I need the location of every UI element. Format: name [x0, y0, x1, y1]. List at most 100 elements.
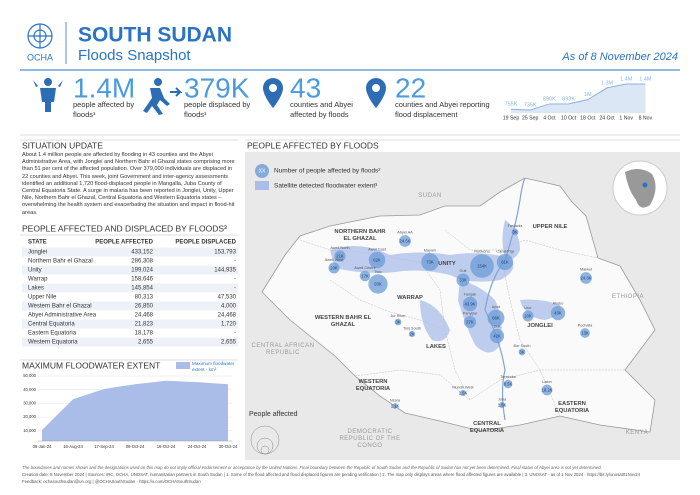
state-label: JONGLEI [527, 323, 553, 329]
trend-x-label: 19 Sep [503, 115, 520, 121]
county-bubble [392, 403, 398, 409]
county-bubble [518, 348, 526, 356]
trend-value-label: 890K [543, 96, 556, 102]
table-cell: 2,655 [221, 340, 237, 346]
county-name: Nzara [390, 399, 401, 403]
table-cell: 144,935 [214, 268, 236, 274]
x-tick-label: 30-Oct-24 [219, 444, 238, 449]
county-value: 24.3K [581, 276, 592, 281]
table-cell: 286,308 [131, 259, 153, 265]
legend-sample: XX [259, 168, 266, 174]
legend-swatch [176, 362, 190, 369]
size-legend [250, 425, 280, 455]
floodwater-area [42, 380, 228, 441]
table-header: STATE [28, 240, 47, 246]
county-bubble [499, 402, 505, 408]
table-row-bg [22, 301, 238, 311]
key-figure-value: 22 [395, 72, 426, 103]
table-cell: Lakes [28, 286, 44, 292]
legend-bubble [255, 164, 269, 178]
table-cell: 24,468 [218, 313, 237, 319]
county-bubble [496, 253, 514, 271]
key-figure-label: people affected by floods¹ [73, 100, 135, 119]
y-tick-label: 20,000 [23, 414, 36, 419]
county-value: 1.5K [459, 391, 468, 396]
county-bubble [328, 262, 340, 274]
country-label: KENYA [625, 430, 649, 436]
table-cell: - [234, 259, 236, 265]
date: As of 8 November 2024 [561, 51, 678, 63]
county-bubble [580, 328, 590, 338]
county-value: 33K [459, 278, 467, 283]
table-cell: 21,823 [135, 322, 154, 328]
country-label: CENTRAL AFRICAN REPUBLIC [251, 343, 315, 356]
trend-x-label: 18 Oct [580, 115, 596, 121]
trend-x-label: 1 Nov [619, 115, 633, 121]
y-tick-label: 40,000 [23, 387, 36, 392]
trend-x-label: 10 Oct [561, 115, 577, 121]
section-title: PEOPLE AFFECTED BY FLOODS [247, 140, 379, 150]
map [245, 152, 680, 460]
state-label: UPPER NILE [532, 224, 568, 230]
county-name: Juba [498, 398, 507, 402]
title: SOUTH SUDAN [78, 24, 232, 47]
county-name: Pochalla [578, 324, 593, 328]
county-name: Canal/Pigi [496, 249, 513, 253]
county-name: Uror [524, 306, 532, 310]
trend-value-label: 735K [524, 102, 537, 108]
county-bubble [511, 228, 519, 236]
y-tick-label: 50,000 [23, 373, 36, 378]
trend-x-label: 8 Nov [639, 115, 653, 121]
table-cell: 153,793 [214, 250, 236, 256]
org: OCHA [27, 52, 53, 62]
state-label: LAKES [426, 344, 446, 350]
key-figure-value: 1.4M [73, 72, 135, 103]
key-figure-value: 43 [290, 72, 321, 103]
table-cell: 4,000 [221, 304, 237, 310]
county-bubble [421, 253, 439, 271]
county-name: Rubkona [474, 250, 490, 254]
county-value: 21K [336, 254, 344, 259]
table-cell: Jonglei [28, 250, 47, 256]
legend-label: People affected [249, 411, 298, 418]
county-value: 3K [512, 230, 517, 235]
country-label: SUDAN [418, 193, 442, 199]
key-figure-label: counties and Abyei affected by floods [290, 100, 353, 119]
county-value: 62K [373, 258, 381, 263]
county-name: Mundri West [452, 386, 474, 390]
subtitle: Floods Snapshot [78, 47, 191, 64]
county-name: Duk [494, 324, 501, 328]
county-name: Akobo [553, 301, 564, 305]
table-cell: 47,530 [218, 295, 237, 301]
x-tick-label: 16-Aug-24 [63, 444, 83, 449]
table-row-bg [22, 247, 238, 257]
table-cell: 80,313 [135, 295, 154, 301]
key-figure-value: 379K [184, 72, 250, 103]
x-tick-label: 16-Oct-24 [157, 444, 176, 449]
x-tick-label: 09-Jan-24 [33, 444, 53, 449]
county-value: 93K [374, 282, 382, 287]
state-label: UNITY [438, 261, 456, 267]
county-name: Jur River [390, 314, 406, 318]
state-label: WARRAP [397, 295, 423, 301]
y-tick-label: 10,000 [23, 428, 36, 433]
table-cell: Central Equatoria [28, 322, 75, 328]
legend-flood [255, 181, 269, 190]
x-tick-label: 17-Sep-24 [94, 444, 114, 449]
county-bubble [470, 254, 494, 278]
county-bubble [394, 318, 402, 326]
table-cell: 1,720 [221, 322, 237, 328]
county-bubble [359, 270, 371, 282]
county-name: Aweil Centre [354, 266, 375, 270]
country-label: DEMOCRATIC REPUBLIC OF THE CONGO [339, 429, 401, 449]
county-name: Maiwut [580, 268, 593, 272]
inset-africa [625, 168, 656, 208]
county-name: Terekeka [500, 375, 516, 379]
county-bubble [522, 310, 534, 322]
county-bubble [550, 305, 566, 321]
table-cell: 158,646 [131, 277, 153, 283]
table-cell: Western Equatoria [28, 340, 78, 346]
county-value: 154K [477, 264, 487, 269]
county-bubble [463, 315, 477, 329]
